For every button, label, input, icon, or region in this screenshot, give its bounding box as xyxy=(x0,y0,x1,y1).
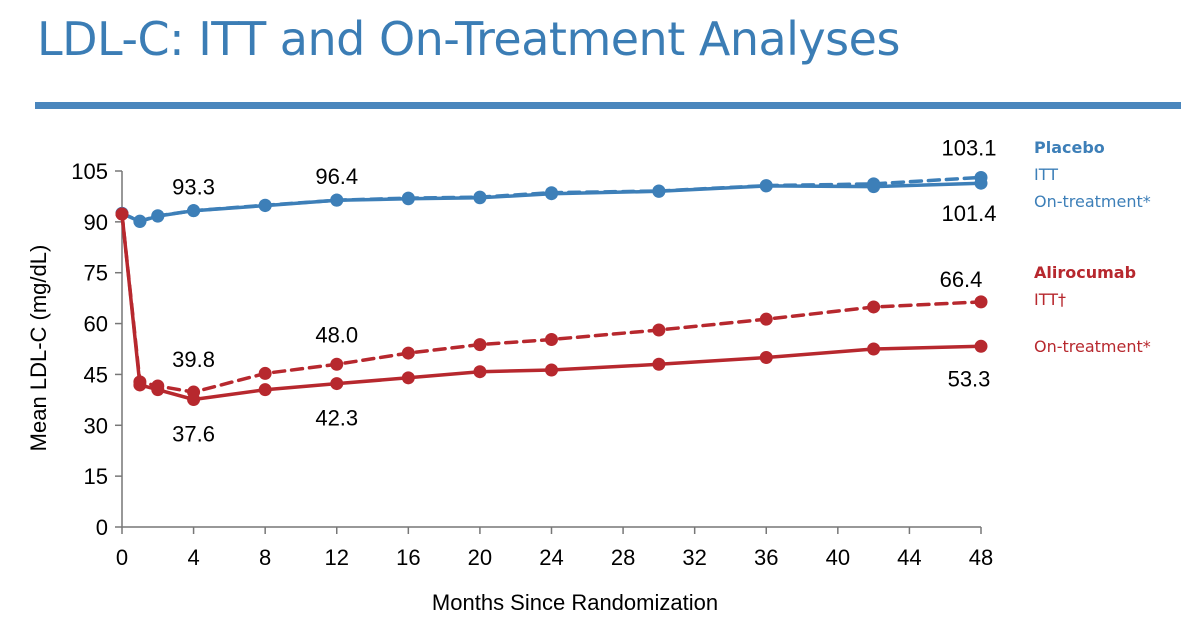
data-label: 48.0 xyxy=(315,322,358,347)
data-point xyxy=(473,365,487,379)
y-tick-label: 90 xyxy=(84,210,108,235)
data-point xyxy=(330,193,344,207)
x-tick-label: 40 xyxy=(826,545,850,570)
data-label: 93.3 xyxy=(172,175,215,200)
data-point xyxy=(330,377,344,391)
y-tick-label: 105 xyxy=(71,159,108,184)
legend-alirocumab-group: Alirocumab xyxy=(1034,263,1137,282)
legend-alirocumab-on-treatment: On-treatment* xyxy=(1034,337,1151,356)
data-point xyxy=(974,339,988,353)
data-point xyxy=(545,363,558,377)
data-point xyxy=(974,176,988,190)
x-tick-label: 12 xyxy=(325,545,349,570)
title-divider xyxy=(35,102,1181,109)
data-point xyxy=(115,207,129,221)
x-tick-label: 36 xyxy=(754,545,778,570)
data-point xyxy=(401,192,415,206)
data-point xyxy=(759,312,773,326)
y-tick-label: 0 xyxy=(96,515,108,540)
x-tick-label: 8 xyxy=(259,545,271,570)
data-label: 37.6 xyxy=(172,422,215,447)
data-label: 53.3 xyxy=(948,366,991,391)
data-point xyxy=(258,366,272,380)
series-3 xyxy=(115,207,988,407)
x-tick-label: 32 xyxy=(682,545,706,570)
data-label: 66.4 xyxy=(940,267,983,292)
data-point xyxy=(652,323,666,337)
x-tick-label: 20 xyxy=(468,545,492,570)
x-axis-label: Months Since Randomization xyxy=(432,590,718,615)
data-point xyxy=(652,357,666,371)
y-tick-label: 45 xyxy=(84,362,108,387)
data-point xyxy=(759,179,773,193)
data-point xyxy=(473,191,487,205)
x-tick-label: 4 xyxy=(187,545,199,570)
data-label: 103.1 xyxy=(941,135,996,160)
x-tick-label: 24 xyxy=(539,545,563,570)
data-point xyxy=(133,378,147,392)
data-point xyxy=(473,338,487,352)
y-tick-label: 30 xyxy=(84,413,108,438)
data-point xyxy=(258,383,272,397)
y-tick-label: 75 xyxy=(84,261,108,286)
legend-alirocumab-itt: ITT† xyxy=(1034,290,1066,309)
data-point xyxy=(151,209,165,223)
legend-placebo-on-treatment: On-treatment* xyxy=(1034,192,1151,211)
data-label: 39.8 xyxy=(172,347,215,372)
data-point xyxy=(258,199,272,213)
x-tick-label: 48 xyxy=(969,545,993,570)
data-point xyxy=(652,184,666,198)
legend-placebo-group: Placebo xyxy=(1034,138,1105,157)
data-point xyxy=(867,180,881,194)
data-point xyxy=(545,333,558,347)
series-layer xyxy=(115,170,988,407)
y-axis-label: Mean LDL-C (mg/dL) xyxy=(26,245,51,452)
data-point xyxy=(133,215,147,229)
data-point xyxy=(545,187,558,201)
data-point xyxy=(330,357,344,371)
data-point xyxy=(759,350,773,364)
x-tick-label: 16 xyxy=(396,545,420,570)
annotation-layer: 93.3 96.4 103.1 101.4 66.4 48.0 39.8 37.6 42.3 53… xyxy=(172,135,996,446)
series-1 xyxy=(115,176,988,229)
x-tick-label: 28 xyxy=(611,545,635,570)
data-label: 96.4 xyxy=(315,164,358,189)
y-tick-label: 15 xyxy=(84,464,108,489)
x-tick-label: 44 xyxy=(897,545,921,570)
x-tick-label: 0 xyxy=(116,545,128,570)
data-label: 101.4 xyxy=(941,201,996,226)
data-point xyxy=(401,346,415,360)
data-point xyxy=(151,383,165,397)
data-point xyxy=(187,204,201,218)
data-label: 42.3 xyxy=(315,406,358,431)
y-tick-label: 60 xyxy=(84,312,108,337)
slide-title: LDL-C: ITT and On-Treatment Analyses xyxy=(37,12,900,66)
data-point xyxy=(867,342,881,356)
data-point xyxy=(974,295,988,309)
data-point xyxy=(401,371,415,385)
legend-placebo-itt: ITT xyxy=(1034,165,1058,184)
data-point xyxy=(867,300,881,314)
data-point xyxy=(187,393,201,407)
